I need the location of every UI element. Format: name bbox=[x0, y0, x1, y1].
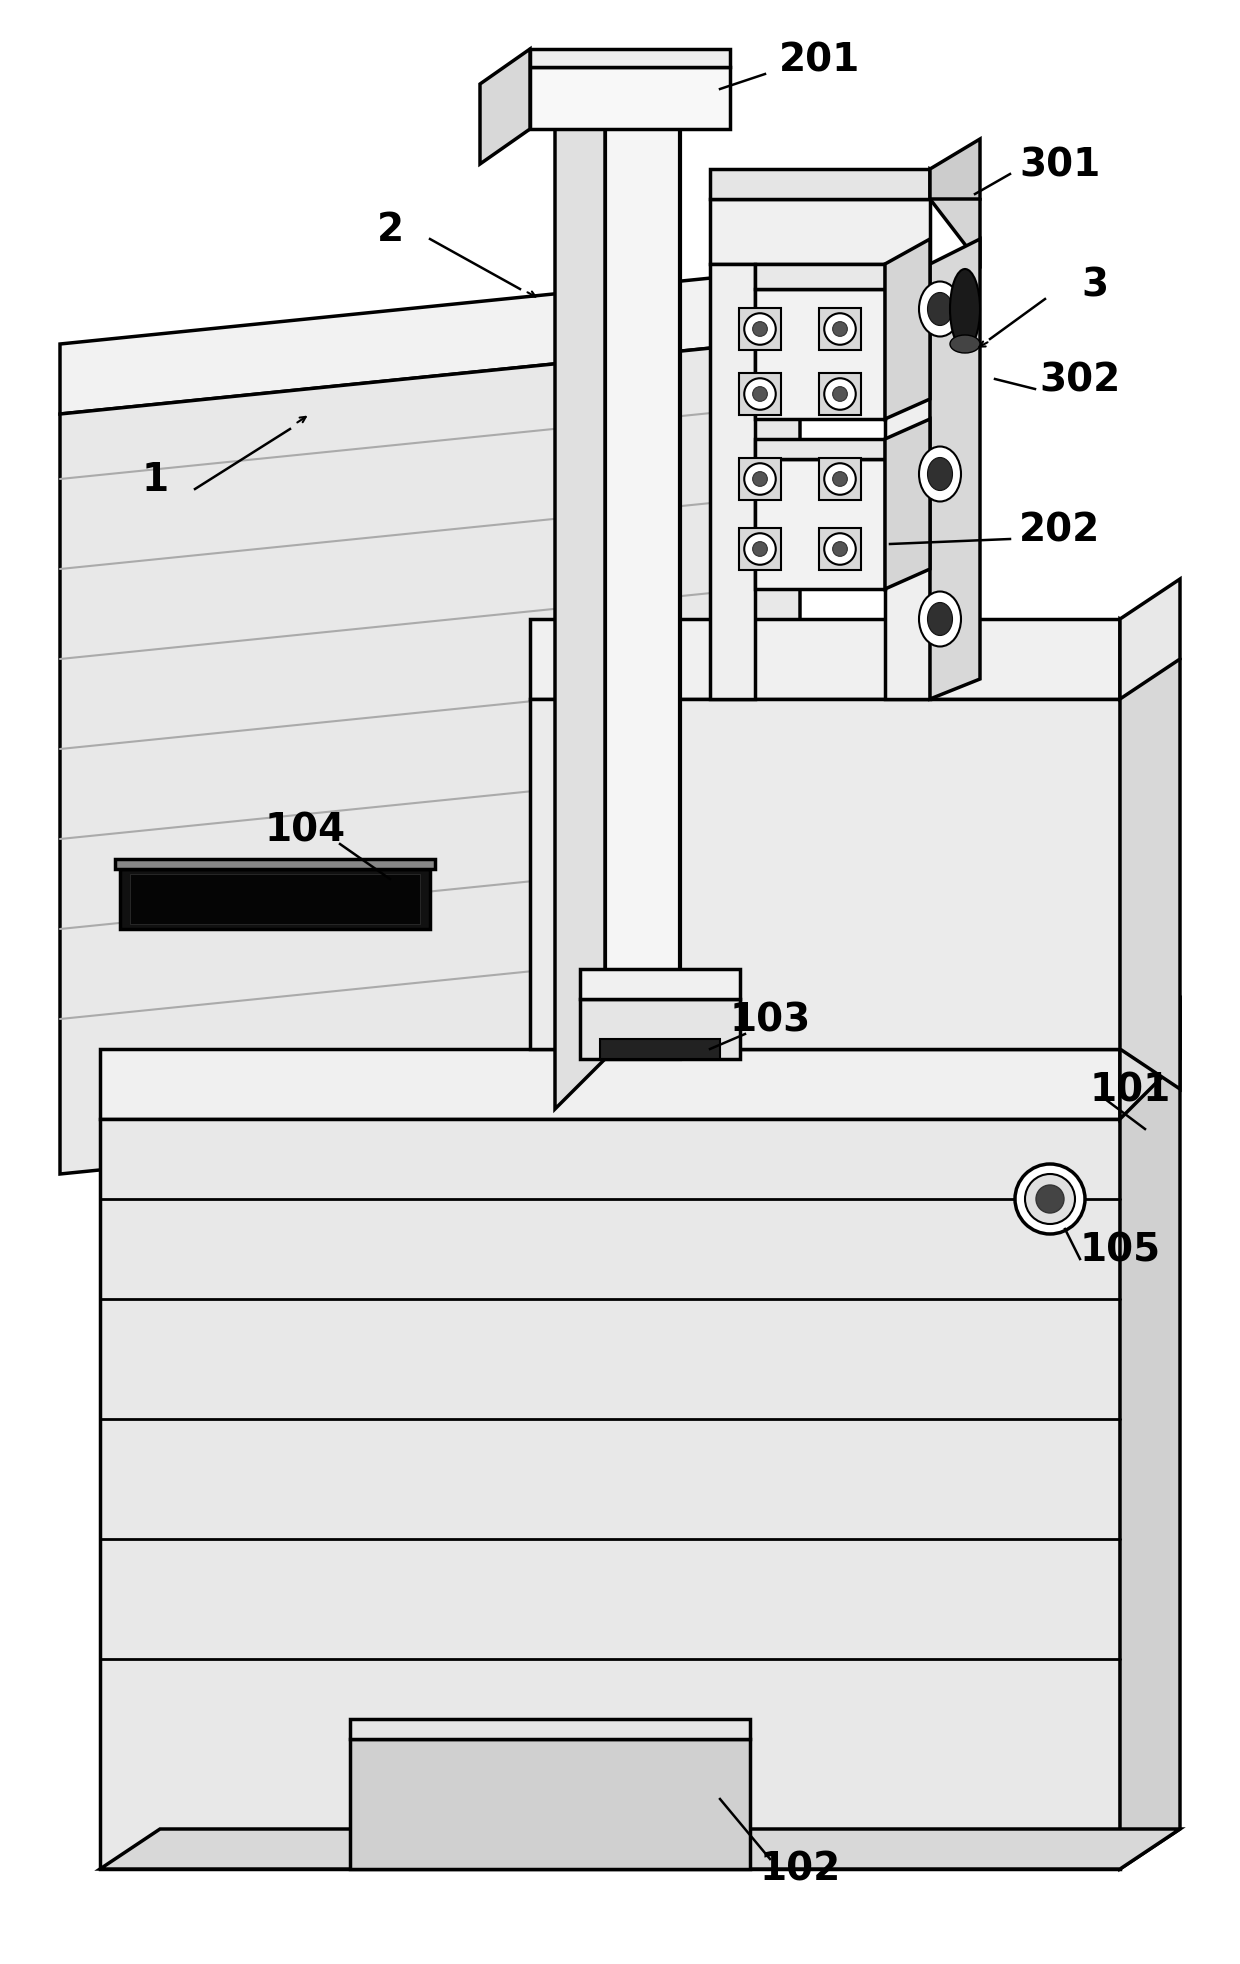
Ellipse shape bbox=[1016, 1165, 1085, 1233]
Text: 302: 302 bbox=[1039, 361, 1121, 399]
Ellipse shape bbox=[744, 314, 776, 346]
Bar bbox=[818, 373, 861, 416]
Polygon shape bbox=[556, 81, 680, 120]
Polygon shape bbox=[930, 139, 980, 200]
Polygon shape bbox=[1120, 579, 1180, 699]
Text: 301: 301 bbox=[1019, 145, 1101, 185]
Polygon shape bbox=[115, 860, 435, 870]
Polygon shape bbox=[60, 340, 800, 1174]
Ellipse shape bbox=[928, 458, 952, 491]
Polygon shape bbox=[529, 699, 1120, 1049]
Polygon shape bbox=[711, 265, 755, 699]
Polygon shape bbox=[100, 1049, 1120, 1119]
Ellipse shape bbox=[832, 473, 847, 487]
Bar bbox=[739, 373, 781, 416]
Text: 105: 105 bbox=[1080, 1229, 1161, 1269]
Text: 104: 104 bbox=[264, 811, 346, 848]
Polygon shape bbox=[529, 69, 730, 130]
Bar bbox=[818, 528, 861, 572]
Polygon shape bbox=[711, 171, 930, 200]
Polygon shape bbox=[556, 81, 605, 1110]
Ellipse shape bbox=[744, 379, 776, 410]
Polygon shape bbox=[755, 291, 885, 420]
Polygon shape bbox=[600, 1039, 720, 1059]
Text: 101: 101 bbox=[1090, 1070, 1171, 1108]
Ellipse shape bbox=[825, 464, 856, 495]
Text: 3: 3 bbox=[1081, 265, 1109, 304]
Polygon shape bbox=[120, 870, 430, 929]
Ellipse shape bbox=[928, 603, 952, 636]
Polygon shape bbox=[930, 240, 980, 699]
Polygon shape bbox=[529, 621, 1120, 699]
Polygon shape bbox=[755, 440, 885, 460]
Polygon shape bbox=[1120, 1000, 1180, 1119]
Polygon shape bbox=[755, 460, 885, 589]
Polygon shape bbox=[885, 265, 930, 699]
Text: 103: 103 bbox=[729, 1000, 811, 1039]
Polygon shape bbox=[529, 49, 730, 69]
Ellipse shape bbox=[1035, 1186, 1064, 1214]
Polygon shape bbox=[100, 1828, 1180, 1870]
Bar bbox=[818, 460, 861, 501]
Ellipse shape bbox=[753, 322, 768, 338]
Ellipse shape bbox=[919, 448, 961, 503]
Polygon shape bbox=[755, 265, 885, 291]
Polygon shape bbox=[60, 269, 800, 414]
Text: 202: 202 bbox=[1019, 511, 1101, 548]
Ellipse shape bbox=[744, 464, 776, 495]
Ellipse shape bbox=[753, 542, 768, 558]
Ellipse shape bbox=[832, 542, 847, 558]
Ellipse shape bbox=[832, 387, 847, 403]
Ellipse shape bbox=[950, 336, 980, 354]
Ellipse shape bbox=[825, 379, 856, 410]
Bar bbox=[739, 528, 781, 572]
Polygon shape bbox=[350, 1718, 750, 1738]
Ellipse shape bbox=[832, 322, 847, 338]
Ellipse shape bbox=[919, 593, 961, 648]
Ellipse shape bbox=[744, 534, 776, 566]
Polygon shape bbox=[580, 970, 740, 1000]
Ellipse shape bbox=[919, 283, 961, 338]
Bar bbox=[818, 308, 861, 352]
Bar bbox=[739, 308, 781, 352]
Ellipse shape bbox=[928, 293, 952, 326]
Text: 102: 102 bbox=[759, 1850, 841, 1887]
Ellipse shape bbox=[753, 387, 768, 403]
Ellipse shape bbox=[825, 534, 856, 566]
Polygon shape bbox=[1120, 621, 1180, 1090]
Ellipse shape bbox=[825, 314, 856, 346]
Polygon shape bbox=[930, 171, 980, 265]
Ellipse shape bbox=[950, 269, 980, 350]
Text: 2: 2 bbox=[377, 210, 403, 249]
Bar bbox=[739, 460, 781, 501]
Polygon shape bbox=[100, 1119, 1120, 1870]
Polygon shape bbox=[711, 200, 930, 265]
Polygon shape bbox=[130, 874, 420, 925]
Polygon shape bbox=[885, 240, 930, 420]
Polygon shape bbox=[1120, 1000, 1180, 1870]
Ellipse shape bbox=[1025, 1174, 1075, 1224]
Polygon shape bbox=[605, 81, 680, 1059]
Polygon shape bbox=[480, 49, 529, 165]
Polygon shape bbox=[580, 1000, 740, 1059]
Polygon shape bbox=[885, 420, 930, 589]
Ellipse shape bbox=[753, 473, 768, 487]
Text: 1: 1 bbox=[141, 462, 169, 499]
Text: 201: 201 bbox=[780, 41, 861, 79]
Polygon shape bbox=[350, 1738, 750, 1870]
